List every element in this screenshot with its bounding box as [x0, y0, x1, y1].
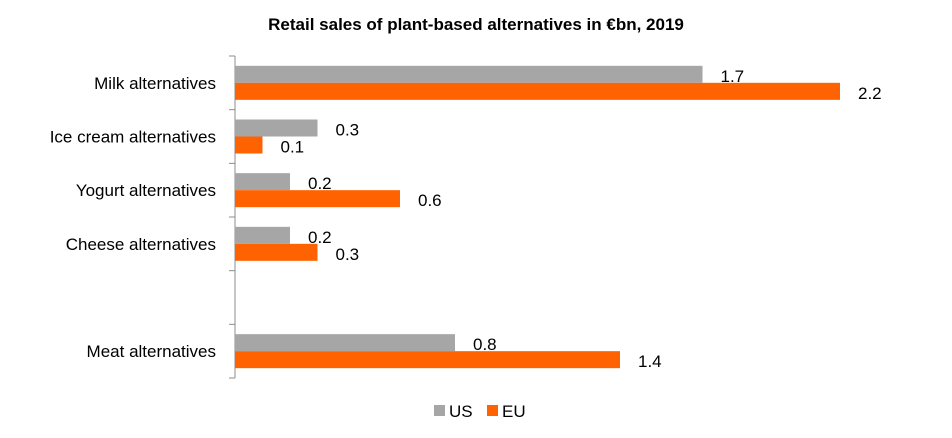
legend-label-eu: EU: [502, 402, 526, 421]
data-label-us-meat-alternatives: 0.8: [473, 335, 497, 354]
data-label-us-yogurt-alternatives: 0.2: [308, 174, 332, 193]
category-label-cheese-alternatives: Cheese alternatives: [66, 235, 216, 254]
bar-us-meat-alternatives: [235, 334, 455, 352]
category-labels: Milk alternatives Ice cream alternatives Y…: [50, 74, 216, 361]
legend-label-us: US: [449, 402, 473, 421]
bar-us-cheese-alternatives: [235, 226, 290, 244]
data-label-eu-yogurt-alternatives: 0.6: [418, 191, 442, 210]
data-label-us-cheese-alternatives: 0.2: [308, 228, 332, 247]
legend-swatch-us: [434, 405, 445, 416]
data-label-eu-milk-alternatives: 2.2: [858, 84, 882, 103]
data-label-us-milk-alternatives: 1.7: [721, 67, 745, 86]
bar-us-milk-alternatives: [235, 65, 703, 83]
category-label-meat-alternatives: Meat alternatives: [87, 342, 216, 361]
data-label-eu-ice-cream-alternatives: 0.1: [281, 138, 305, 157]
bar-eu-yogurt-alternatives: [235, 190, 400, 208]
legend: US EU: [434, 402, 526, 421]
chart-title: Retail sales of plant-based alternatives…: [268, 15, 684, 34]
bar-eu-ice-cream-alternatives: [235, 136, 263, 154]
category-label-milk-alternatives: Milk alternatives: [94, 74, 216, 93]
data-label-eu-meat-alternatives: 1.4: [638, 352, 662, 371]
y-axis: [229, 55, 236, 379]
data-label-eu-cheese-alternatives: 0.3: [336, 245, 360, 264]
data-labels: 1.72.20.30.10.20.60.20.30.81.4: [281, 67, 882, 371]
legend-swatch-eu: [487, 405, 498, 416]
bar-eu-cheese-alternatives: [235, 243, 318, 261]
category-label-yogurt-alternatives: Yogurt alternatives: [76, 181, 216, 200]
category-label-ice-cream-alternatives: Ice cream alternatives: [50, 128, 216, 147]
data-label-us-ice-cream-alternatives: 0.3: [336, 121, 360, 140]
bar-us-yogurt-alternatives: [235, 173, 290, 191]
bar-eu-meat-alternatives: [235, 351, 620, 369]
bar-eu-milk-alternatives: [235, 82, 840, 100]
bar-us-ice-cream-alternatives: [235, 119, 318, 137]
bars: [235, 65, 840, 369]
